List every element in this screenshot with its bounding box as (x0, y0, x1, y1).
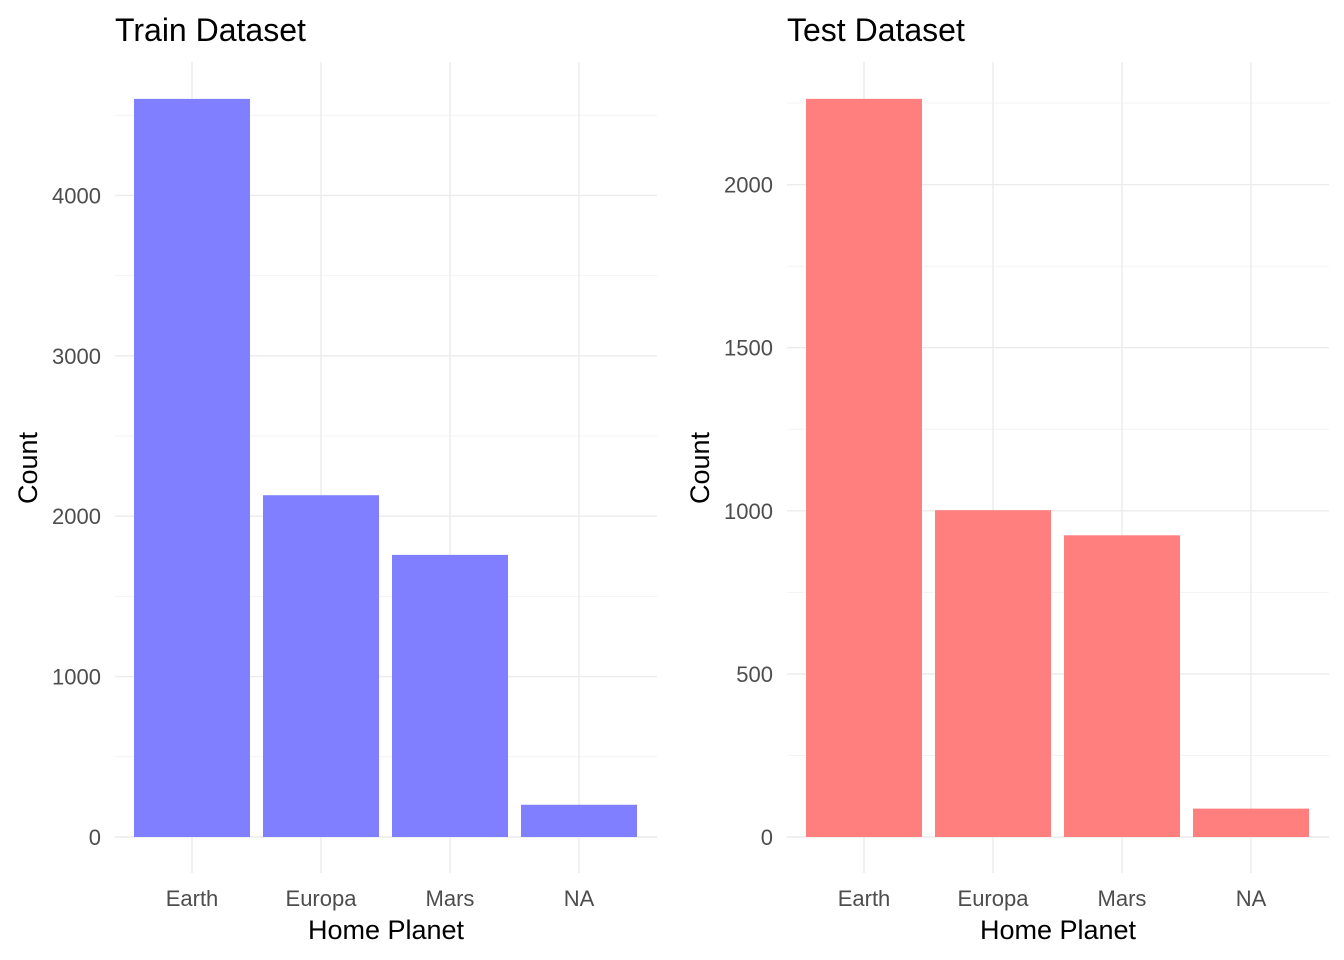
y-tick-label: 2000 (52, 504, 101, 529)
x-tick-label: Earth (166, 886, 219, 911)
x-tick-label: NA (564, 886, 595, 911)
chart-title: Train Dataset (115, 12, 306, 48)
y-axis-title: Count (685, 431, 715, 504)
bar-europa (935, 510, 1051, 837)
bar-earth (806, 98, 922, 838)
y-axis-title: Count (13, 431, 43, 504)
y-tick-label: 1000 (52, 665, 101, 690)
x-axis-title: Home Planet (308, 915, 465, 945)
test-dataset-panel: Test Dataset Home Planet Count 0 500 1000 1… (685, 12, 1329, 945)
x-tick-label: Mars (1098, 886, 1147, 911)
y-tick-labels: 0 1000 2000 3000 4000 (52, 183, 101, 850)
bar-europa (263, 495, 379, 837)
y-tick-label: 0 (89, 825, 101, 850)
train-dataset-panel: Train Dataset Home Planet Count 0 1000 200… (13, 12, 657, 945)
x-tick-label: NA (1236, 886, 1267, 911)
y-tick-label: 4000 (52, 183, 101, 208)
x-tick-label: Europa (958, 886, 1030, 911)
y-tick-labels: 0 500 1000 1500 2000 (724, 173, 773, 850)
y-tick-label: 1000 (724, 499, 773, 524)
bar-earth (134, 98, 250, 838)
y-tick-label: 3000 (52, 344, 101, 369)
y-tick-label: 1500 (724, 336, 773, 361)
x-tick-label: Mars (426, 886, 475, 911)
y-tick-label: 2000 (724, 173, 773, 198)
bar-mars (392, 554, 508, 837)
y-tick-label: 500 (736, 662, 773, 687)
bars (806, 98, 1309, 838)
x-tick-label: Earth (838, 886, 891, 911)
bar-na (1193, 808, 1309, 837)
bar-mars (1064, 535, 1180, 837)
bar-na (521, 804, 637, 837)
y-tick-label: 0 (761, 825, 773, 850)
x-tick-labels: Earth Europa Mars NA (838, 886, 1267, 911)
bars (134, 98, 637, 838)
x-tick-label: Europa (286, 886, 358, 911)
x-tick-labels: Earth Europa Mars NA (166, 886, 595, 911)
x-axis-title: Home Planet (980, 915, 1137, 945)
chart-title: Test Dataset (787, 12, 965, 48)
